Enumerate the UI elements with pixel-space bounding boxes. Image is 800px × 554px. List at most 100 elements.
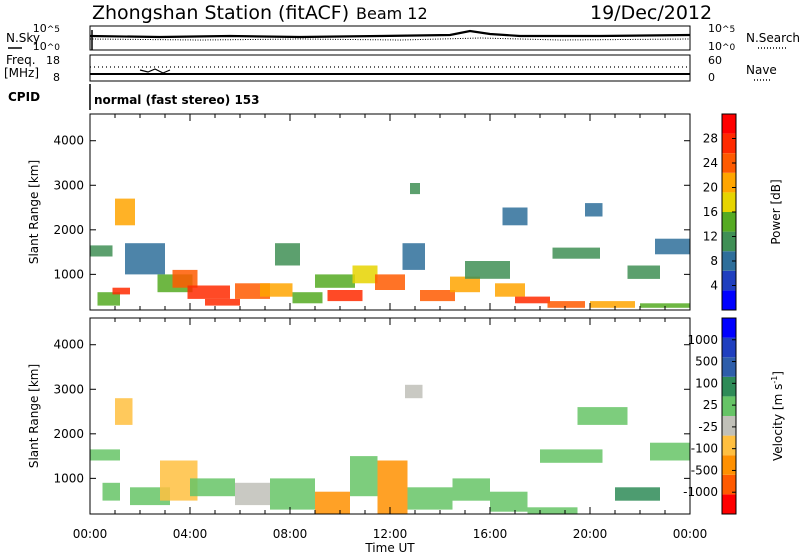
cpid-label: CPID (8, 90, 40, 104)
freq-unit-label: [MHz] (4, 66, 39, 80)
colorbar-swatch-0 (722, 494, 736, 514)
time-tick-label-1: 04:00 (173, 527, 208, 541)
time-tick-label-0: 00:00 (73, 527, 108, 541)
velocity-echo-region-5 (190, 478, 235, 497)
ytick-label-0: 1000 (53, 471, 84, 485)
power-echo-region-11 (275, 243, 300, 266)
colorbar-swatch-8 (722, 337, 736, 358)
freq-left-tick-top: 18 (46, 54, 60, 67)
colorbar-swatch-5 (722, 192, 736, 212)
velocity-echo-region-6 (235, 482, 270, 506)
freq-label: Freq. (6, 53, 36, 67)
power-echo-region-24 (515, 296, 550, 304)
velocity-x-ticks (89, 318, 691, 514)
ytick-label-2: 3000 (53, 382, 84, 396)
power-echo-region-0 (90, 245, 113, 257)
power-echo-region-10 (260, 283, 293, 297)
noise-right-tick-top: 10^5 (708, 22, 735, 35)
power-data-cells (90, 183, 690, 308)
beam-label: Beam 12 (356, 4, 428, 23)
nsearch-trace (89, 37, 691, 41)
power-echo-region-14 (327, 290, 363, 302)
colorbar-tick-label-5: 24 (703, 156, 718, 170)
power-echo-region-22 (495, 283, 525, 297)
velocity-y-axis: 1000 2000 3000 4000 (53, 338, 690, 485)
nsky-trace (89, 29, 691, 39)
colorbar-swatch-2 (722, 455, 736, 475)
freq-panel-frame (89, 54, 691, 82)
ytick-label-0: 1000 (53, 267, 84, 281)
colorbar-swatch-1 (722, 270, 736, 291)
power-echo-region-15 (352, 265, 378, 284)
power-echo-region-7 (187, 285, 230, 299)
time-tick-label-6: 00:00 (673, 527, 708, 541)
velocity-echo-region-2 (115, 398, 133, 425)
velocity-echo-region-17 (577, 407, 628, 425)
velocity-echo-region-11 (405, 384, 423, 399)
nsky-label: N.Sky (6, 31, 40, 45)
noise-traces (89, 29, 691, 50)
velocity-echo-region-18 (615, 487, 660, 501)
nave-label: Nave (746, 63, 777, 77)
freq-traces (90, 66, 690, 75)
ytick-label-1: 2000 (53, 223, 84, 237)
nave-excursion (139, 68, 171, 74)
colorbar-swatch-9 (722, 114, 736, 134)
colorbar-tick-label-0: 4 (710, 279, 718, 293)
colorbar-swatch-0 (722, 290, 736, 310)
power-echo-region-28 (590, 301, 635, 308)
ytick-label-3: 4000 (53, 338, 84, 352)
time-tick-label-5: 20:00 (573, 527, 608, 541)
power-echo-region-18 (410, 183, 420, 195)
colorbar-tick-label-6: 28 (703, 132, 718, 146)
nsearch-label: N.Search (746, 31, 800, 45)
power-echo-region-8 (205, 298, 240, 306)
colorbar-tick-label-4: 20 (703, 181, 718, 195)
power-echo-region-19 (420, 290, 455, 302)
velocity-colorbar: -1000 -500 -100 -25 25 100 500 1000 (683, 317, 737, 515)
noise-left-tick-top: 10^5 (33, 22, 60, 35)
colorbar-tick-label-3: -25 (698, 420, 718, 434)
noise-right-tick-bottom: 10^0 (708, 40, 736, 53)
velocity-echo-region-19 (650, 442, 690, 461)
noise-panel-frame (89, 25, 691, 51)
colorbar-tick-label-2: -100 (691, 442, 718, 456)
power-echo-region-12 (292, 292, 323, 304)
power-panel: 1000 2000 3000 4000 Slant Range [km] 4 8 12 16… (27, 113, 783, 311)
time-axis: 00:00 04:00 08:00 12:00 16:00 20:00 00:00 (73, 527, 708, 541)
colorbar-swatch-6 (722, 376, 736, 397)
freq-right-tick-top: 60 (708, 54, 722, 67)
colorbar-tick-label-5: 100 (695, 376, 718, 390)
colorbar-swatch-5 (722, 396, 736, 416)
velocity-ylabel: Slant Range [km] (27, 364, 41, 468)
colorbar-swatch-4 (722, 212, 736, 232)
velocity-echo-region-1 (102, 482, 120, 501)
colorbar-swatch-3 (722, 231, 736, 252)
colorbar-swatch-2 (722, 251, 736, 271)
velocity-echo-region-0 (90, 449, 120, 461)
colorbar-swatch-9 (722, 318, 736, 338)
colorbar-tick-label-2: 12 (703, 230, 718, 244)
colorbar-swatch-7 (722, 357, 736, 377)
power-echo-region-1 (97, 292, 120, 306)
colorbar-frame (721, 317, 737, 515)
colorbar-tick-label-7: 1000 (687, 333, 718, 347)
colorbar-swatch-3 (722, 435, 736, 456)
date-label: 19/Dec/2012 (590, 2, 712, 24)
colorbar-swatch-1 (722, 474, 736, 495)
power-echo-region-13 (315, 274, 355, 288)
colorbar-tick-label-4: 25 (703, 398, 718, 412)
ytick-label-2: 3000 (53, 178, 84, 192)
colorbar-swatch-6 (722, 172, 736, 193)
power-echo-region-29 (627, 265, 660, 279)
velocity-echo-region-13 (452, 478, 490, 501)
power-echo-region-20 (450, 276, 480, 293)
power-echo-region-6 (172, 269, 198, 288)
velocity-echo-region-12 (407, 487, 453, 510)
velocity-echo-region-7 (270, 478, 315, 510)
station-title: Zhongshan Station (fitACF) (92, 2, 349, 24)
velocity-cbar-label: Velocity [m s-1] (770, 371, 785, 461)
time-tick-label-4: 16:00 (473, 527, 508, 541)
power-echo-region-31 (640, 303, 690, 308)
